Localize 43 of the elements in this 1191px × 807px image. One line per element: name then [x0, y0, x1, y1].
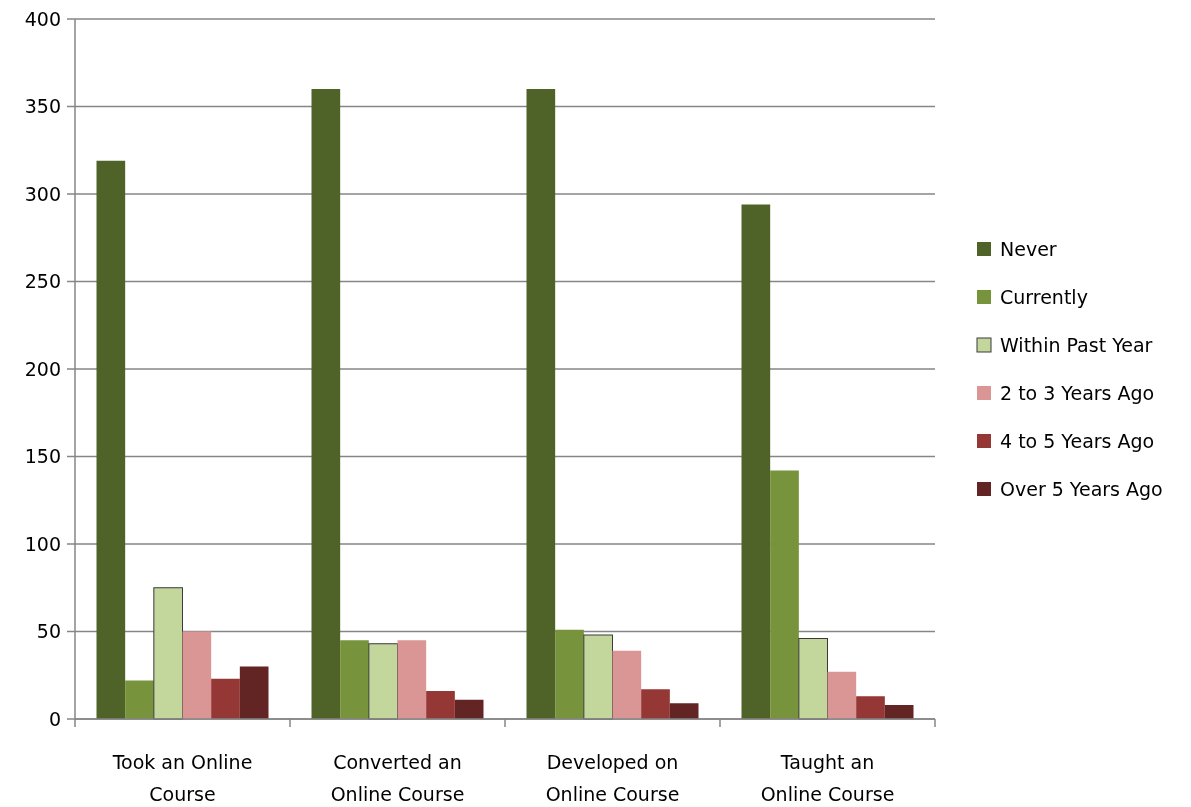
bar	[239, 666, 269, 719]
bar	[884, 705, 914, 719]
x-tick-label: Converted an Online Course	[330, 751, 465, 805]
bar	[641, 689, 670, 719]
bar	[125, 680, 154, 719]
legend-label: Currently	[1000, 285, 1088, 308]
y-tick-label: 400	[24, 7, 61, 30]
legend-label: 4 to 5 Years Ago	[1000, 429, 1155, 452]
bar	[612, 650, 642, 719]
bar	[827, 671, 857, 719]
y-tick-label: 200	[24, 357, 61, 380]
bar	[583, 634, 613, 720]
y-tick-label: 350	[24, 95, 61, 118]
y-tick-label: 50	[36, 620, 61, 643]
x-tick-label: Taught an Online Course	[760, 751, 895, 805]
y-tick-label: 100	[24, 532, 61, 555]
bar	[182, 631, 212, 719]
bar	[340, 640, 369, 719]
y-tick-label: 0	[48, 707, 61, 730]
bar	[741, 204, 771, 719]
legend-label: Within Past Year	[1000, 333, 1153, 356]
bar	[96, 160, 126, 719]
x-tick-label: Took an Online Course	[111, 751, 253, 805]
bar	[426, 691, 455, 719]
bar	[368, 643, 398, 720]
bar	[454, 699, 484, 719]
y-tick-label: 300	[24, 182, 61, 205]
bar	[770, 470, 799, 719]
y-tick-label: 150	[24, 445, 61, 468]
x-tick-label: Developed on Online Course	[545, 751, 680, 805]
bar	[555, 629, 584, 719]
legend-label: Over 5 Years Ago	[1000, 477, 1163, 500]
bar	[311, 89, 341, 719]
bar	[856, 696, 885, 719]
bar	[798, 638, 828, 720]
legend-label: Never	[1000, 237, 1057, 260]
bar	[669, 703, 699, 719]
y-tick-label: 250	[24, 270, 61, 293]
bar	[211, 678, 240, 719]
bar	[397, 640, 427, 719]
bar	[526, 89, 556, 719]
legend-label: 2 to 3 Years Ago	[1000, 381, 1155, 404]
bar	[153, 587, 183, 720]
